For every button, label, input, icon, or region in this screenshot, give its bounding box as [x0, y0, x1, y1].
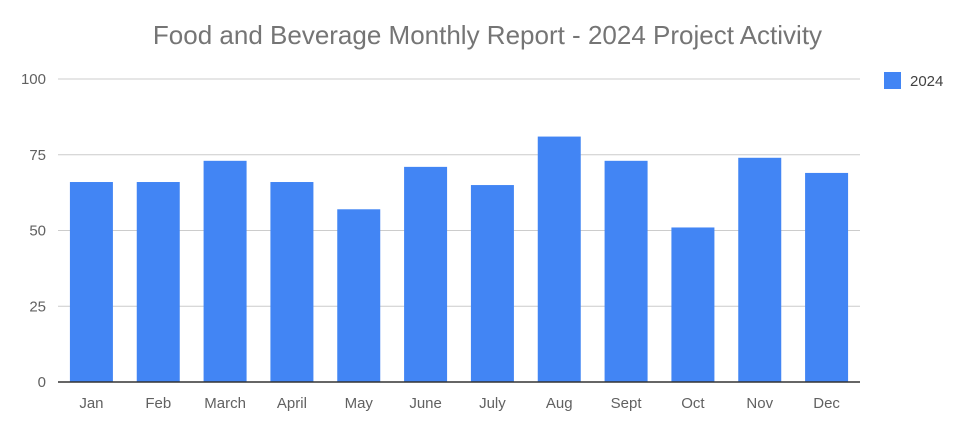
bar[interactable]	[671, 227, 715, 382]
y-tick-label: 50	[29, 223, 46, 240]
legend-swatch	[884, 72, 901, 89]
y-tick-label: 25	[29, 298, 46, 315]
bar[interactable]	[470, 185, 514, 382]
x-tick-label: July	[479, 395, 506, 412]
bar[interactable]	[337, 209, 381, 382]
x-tick-label: Jan	[79, 395, 103, 412]
bar[interactable]	[404, 166, 448, 382]
x-tick-label: Oct	[681, 395, 705, 412]
bar[interactable]	[136, 182, 180, 382]
bar[interactable]	[270, 182, 314, 382]
bar[interactable]	[203, 160, 247, 382]
bar[interactable]	[805, 172, 849, 382]
chart-title: Food and Beverage Monthly Report - 2024 …	[152, 20, 823, 50]
x-tick-label: March	[204, 395, 246, 412]
x-tick-label: Nov	[746, 395, 773, 412]
x-tick-label: June	[409, 395, 442, 412]
y-tick-label: 75	[29, 147, 46, 164]
bar[interactable]	[537, 136, 581, 382]
x-tick-label: May	[345, 395, 374, 412]
x-tick-label: April	[277, 395, 307, 412]
bar[interactable]	[738, 157, 782, 382]
legend-label: 2024	[910, 73, 943, 90]
y-tick-label: 0	[38, 374, 46, 391]
y-tick-label: 100	[21, 71, 46, 88]
bar[interactable]	[69, 182, 113, 382]
x-tick-label: Feb	[145, 395, 171, 412]
x-tick-label: Sept	[611, 395, 643, 412]
x-tick-label: Dec	[813, 395, 840, 412]
bar[interactable]	[604, 160, 648, 382]
x-tick-label: Aug	[546, 395, 573, 412]
